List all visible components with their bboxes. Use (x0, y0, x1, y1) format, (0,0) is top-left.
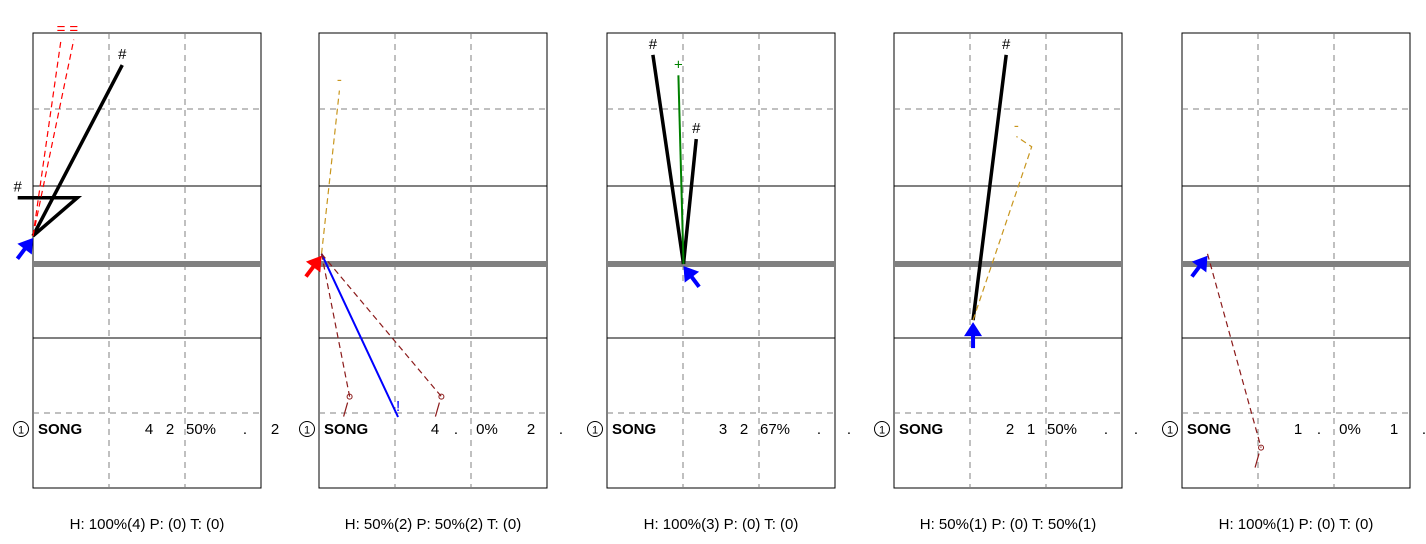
stat-value: 1 (1294, 421, 1302, 438)
shot-end-label: + (674, 56, 683, 73)
shot-end-label: # (649, 36, 658, 53)
rank-number: 1 (304, 425, 310, 437)
shot-end-label: - (337, 72, 342, 89)
shot-end-label: # (692, 120, 701, 137)
panel-footer-summary: H: 50%(2) P: 50%(2) T: (0) (345, 516, 521, 533)
panel-footer-summary: H: 100%(3) P: (0) T: (0) (644, 516, 799, 533)
rank-number: 1 (18, 425, 24, 437)
player-name: SONG (1187, 421, 1231, 438)
court-boundary (319, 33, 547, 488)
player-name: SONG (899, 421, 943, 438)
stat-value: 67% (760, 421, 790, 438)
court-panel-5: 1 SONG 1. 0% 1. H: 100%(1) P: (0) T: (0) (1163, 33, 1426, 533)
marker-head (306, 256, 322, 273)
stat-value: . (847, 421, 851, 438)
stat-value: . (559, 421, 563, 438)
shot-end-label: = (69, 21, 78, 38)
court-boundary (33, 33, 261, 488)
stat-value: . (1134, 421, 1138, 438)
court-panel-2: -! 1 SONG 4. 0% 2. H: 50%(2) P: 50%(2) T: (0) (300, 33, 564, 533)
shot-trajectory (322, 254, 399, 417)
stat-value: . (1104, 421, 1108, 438)
stat-value: . (1317, 421, 1321, 438)
shot-end-label: # (14, 179, 23, 196)
stat-value: 4 (145, 421, 153, 438)
stat-value: . (1422, 421, 1426, 438)
stat-value: 2 (527, 421, 535, 438)
shot-trajectory (973, 55, 1006, 320)
player-position-arrow (684, 266, 700, 287)
stat-value: 2 (740, 421, 748, 438)
shot-end-tick (435, 403, 439, 417)
rank-number: 1 (879, 425, 885, 437)
shot-end-marker (439, 394, 444, 399)
stat-value: 2 (1006, 421, 1014, 438)
stat-value: 1 (1027, 421, 1035, 438)
stat-value: . (454, 421, 458, 438)
shot-end-label: = (57, 21, 66, 38)
player-name: SONG (38, 421, 82, 438)
panel-footer-summary: H: 100%(1) P: (0) T: (0) (1219, 516, 1374, 533)
rank-number: 1 (592, 425, 598, 437)
marker-head (964, 322, 982, 336)
stat-value: 4 (431, 421, 439, 438)
stat-value: 2 (271, 421, 279, 438)
court-boundary (894, 33, 1122, 488)
shot-trajectory (18, 198, 78, 236)
shot-end-label: # (118, 46, 127, 63)
player-position-arrow (964, 322, 982, 348)
shot-trajectory (322, 91, 340, 254)
shot-trajectory (973, 137, 1032, 321)
marker-head (684, 266, 700, 283)
shot-trajectory (322, 254, 442, 397)
court-boundary (1182, 33, 1410, 488)
stat-value: 0% (476, 421, 498, 438)
player-position-arrow (17, 238, 33, 259)
rank-number: 1 (1167, 425, 1173, 437)
player-name: SONG (612, 421, 656, 438)
stat-value: 50% (1047, 421, 1077, 438)
stat-value: 0% (1339, 421, 1361, 438)
shot-end-tick (344, 403, 348, 417)
stat-value: 1 (1390, 421, 1398, 438)
stat-value: . (243, 421, 247, 438)
shot-end-label: # (1002, 36, 1011, 53)
shot-trajectory (322, 254, 350, 397)
shot-trajectory (1208, 254, 1262, 448)
shot-trajectory (684, 139, 697, 264)
stat-value: . (817, 421, 821, 438)
stat-value: 2 (166, 421, 174, 438)
stat-value: 50% (186, 421, 216, 438)
stat-value: 3 (719, 421, 727, 438)
shot-end-label: - (1014, 118, 1019, 135)
court-boundary (607, 33, 835, 488)
panel-footer-summary: H: 100%(4) P: (0) T: (0) (70, 516, 225, 533)
marker-head (17, 238, 33, 255)
panel-footer-summary: H: 50%(1) P: (0) T: 50%(1) (920, 516, 1096, 533)
shot-end-label: ! (396, 398, 400, 415)
player-name: SONG (324, 421, 368, 438)
